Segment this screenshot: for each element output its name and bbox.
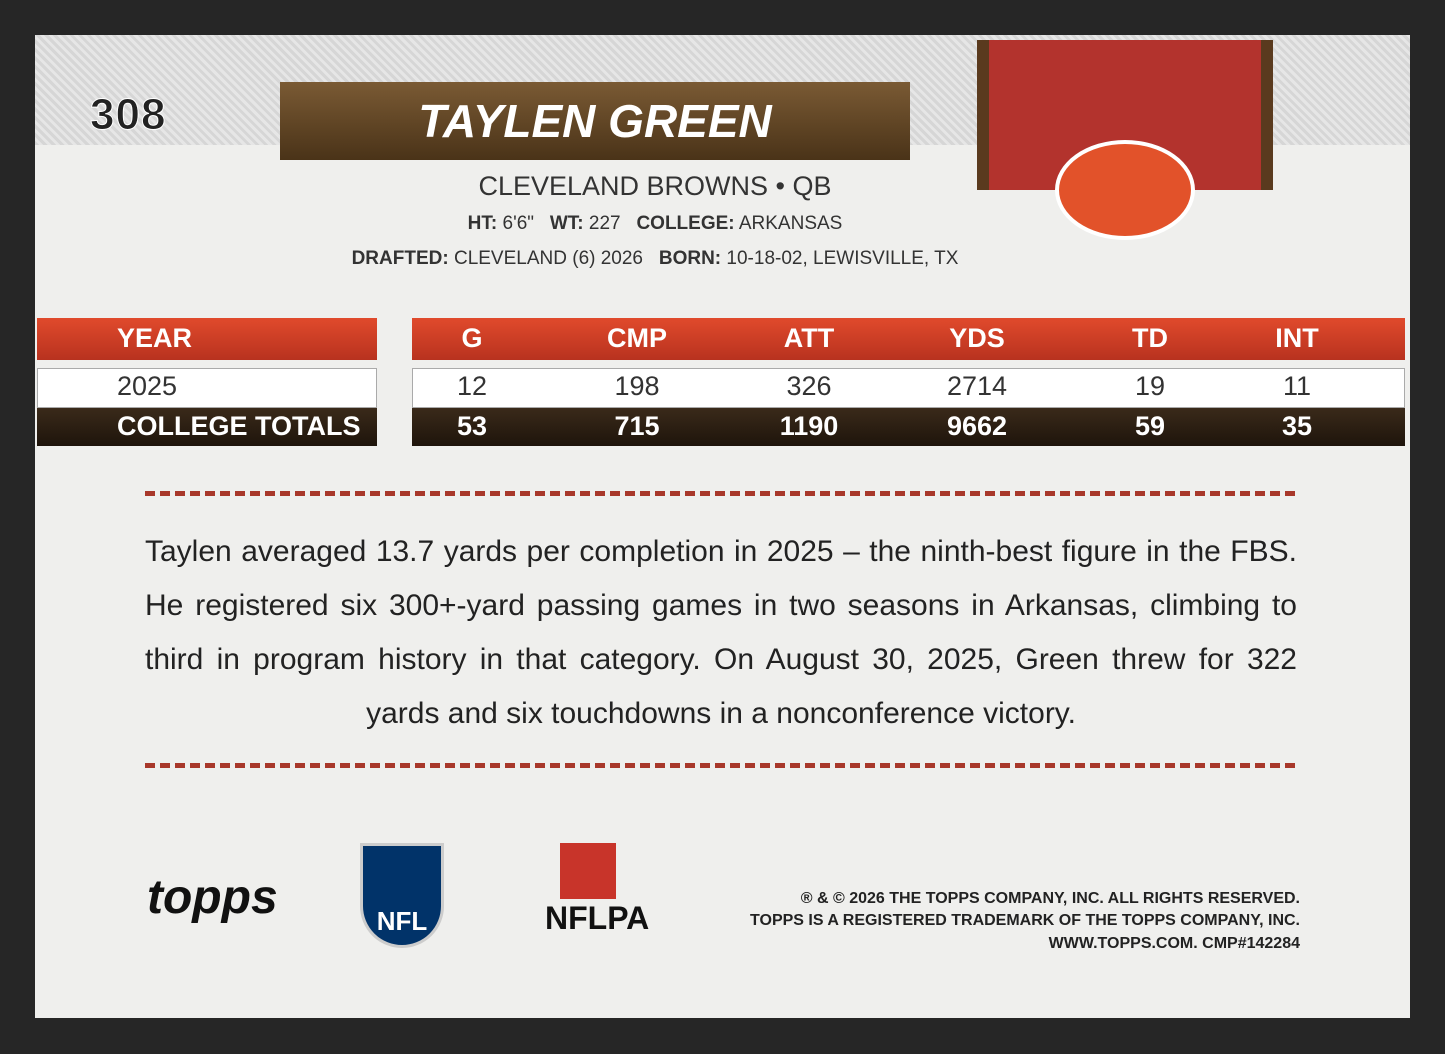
row-bg <box>412 368 1405 408</box>
bio-value: 10-18-02, LEWISVILLE, TX <box>726 248 959 269</box>
column-header: G <box>461 323 483 353</box>
bio-label: DRAFTED: <box>351 248 449 269</box>
table-cell: 12 <box>456 371 488 401</box>
stats-table: YEAR G CMP ATT YDS TD INT 2025 12 198 326 2714 19 11 C… <box>35 318 1410 448</box>
bio-line: HT: 6'6" WT: 227 COLLEGE: ARKANSAS <box>35 213 1275 235</box>
table-cell: 2025 <box>117 371 178 401</box>
table-cell: COLLEGE TOTALS <box>117 411 361 441</box>
table-cell: 11 <box>1282 371 1312 401</box>
column-header: YEAR <box>117 323 193 353</box>
bio-label: COLLEGE: <box>636 213 735 234</box>
bio-value: ARKANSAS <box>738 213 843 234</box>
bio-line: DRAFTED: CLEVELAND (6) 2026 BORN: 10-18-… <box>35 248 1275 270</box>
topps-logo: topps <box>147 871 278 924</box>
team-line: CLEVELAND BROWNS • QB <box>478 171 832 201</box>
team-helmet <box>1055 140 1195 240</box>
table-cell: 326 <box>786 371 832 401</box>
nflpa-icon <box>560 843 616 899</box>
name-plate <box>280 82 910 160</box>
column-header: TD <box>1132 323 1168 353</box>
column-header: YDS <box>949 323 1005 353</box>
bio-label: BORN: <box>658 248 722 269</box>
bio-value: 6'6" <box>502 213 535 234</box>
legal-line: ® & © 2026 THE TOPPS COMPANY, INC. ALL R… <box>800 890 1300 907</box>
table-cell: 53 <box>456 411 488 441</box>
nflpa-logo: NFLPA <box>545 900 650 936</box>
legal-line: TOPPS IS A REGISTERED TRADEMARK OF THE T… <box>750 912 1300 929</box>
bio-label: WT: <box>549 213 584 234</box>
table-cell: 2714 <box>946 371 1008 401</box>
header-bar <box>412 318 1405 360</box>
table-cell: 715 <box>614 411 660 441</box>
totals-bg <box>412 408 1405 446</box>
row-bg <box>37 368 377 408</box>
column-header: ATT <box>783 323 835 353</box>
table-cell: 59 <box>1134 411 1166 441</box>
table-cell: 19 <box>1134 371 1166 401</box>
legal-line: WWW.TOPPS.COM. CMP#142284 <box>1048 935 1300 952</box>
header-bar <box>37 318 377 360</box>
table-cell: 9662 <box>946 411 1008 441</box>
nfl-logo: NFL <box>360 843 444 948</box>
totals-bg <box>37 408 377 446</box>
column-header: CMP <box>607 323 667 353</box>
player-name: TAYLEN GREEN <box>418 95 772 147</box>
blurb: Taylen averaged 13.7 yards per completio… <box>145 535 1297 730</box>
card: 308 TAYLEN GREEN CLEVELAND BROWNS • QB H… <box>35 35 1410 1018</box>
bio-value: CLEVELAND (6) 2026 <box>453 248 644 269</box>
table-cell: 1190 <box>779 411 839 441</box>
column-header: INT <box>1275 323 1319 353</box>
table-cell: 198 <box>614 371 660 401</box>
divider <box>145 763 1297 768</box>
table-cell: 35 <box>1281 411 1313 441</box>
bio-value: 227 <box>588 213 621 234</box>
bio-label: HT: <box>467 213 498 234</box>
divider <box>145 491 1297 496</box>
card-number: 308 <box>89 90 167 140</box>
